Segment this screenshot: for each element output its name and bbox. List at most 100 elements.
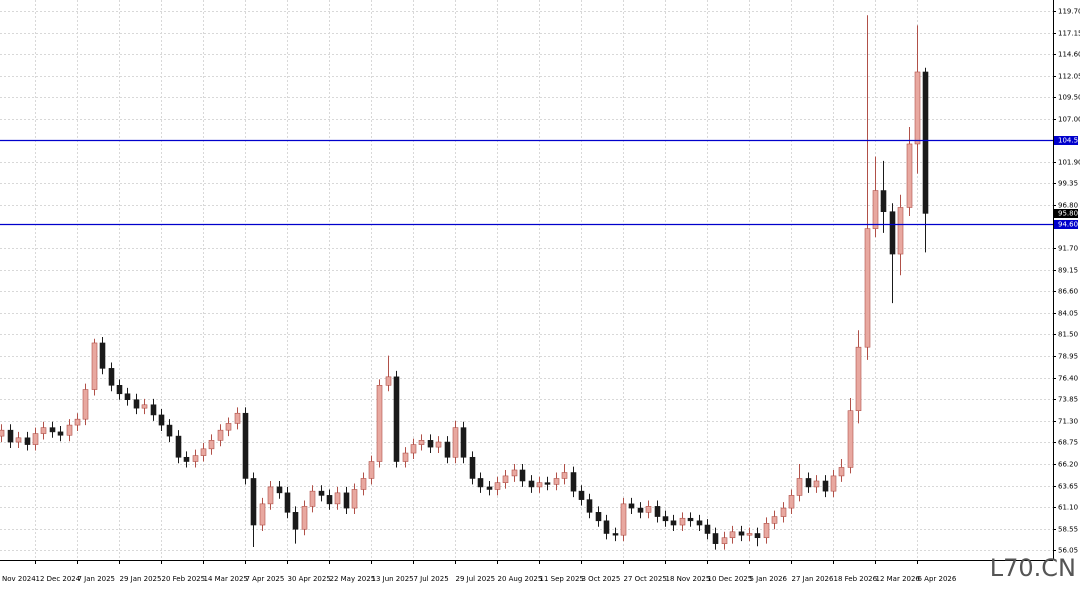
candle-body	[234, 412, 241, 424]
y-tick-label: 73.85	[1058, 396, 1078, 404]
y-tick-label: 86.60	[1058, 288, 1078, 296]
x-tick-label: 14 Mar 2025	[204, 575, 248, 583]
x-tick-label: 18 Feb 2026	[834, 575, 878, 583]
candle-body	[914, 71, 921, 145]
candle-body	[124, 393, 131, 400]
x-tick-label: 20 Feb 2025	[162, 575, 206, 583]
candle-body	[7, 429, 14, 443]
candle-body	[217, 429, 224, 441]
candle-body	[897, 207, 904, 255]
x-tick-label: 27 Jan 2026	[792, 575, 835, 583]
candle-body	[292, 512, 299, 530]
candle-body	[864, 228, 871, 348]
candle-body	[712, 533, 719, 544]
y-tick-label: 84.05	[1058, 310, 1078, 318]
y-tick-label: 91.70	[1058, 245, 1078, 253]
candle-body	[645, 506, 652, 513]
candle-body	[469, 456, 476, 479]
candle-body	[536, 482, 543, 488]
price-tag-label: 94.60	[1058, 221, 1078, 229]
candle-body	[880, 190, 887, 213]
current-price-label: 95.80	[1058, 210, 1078, 218]
price-tag-label: 104.50	[1058, 137, 1080, 145]
candle-body	[637, 507, 644, 513]
y-tick-label: 114.60	[1058, 51, 1080, 59]
y-tick-label: 58.55	[1058, 526, 1078, 534]
candle-body	[763, 523, 770, 539]
x-tick-label: 22 May 2025	[330, 575, 376, 583]
candle-body	[595, 512, 602, 522]
candle-body	[99, 342, 106, 369]
x-tick-label: 5 Jan 2026	[750, 575, 788, 583]
candle-body	[250, 478, 257, 526]
candle-body	[301, 506, 308, 530]
candle-body	[729, 531, 736, 539]
x-tick-label: Nov 2024	[2, 575, 36, 583]
x-tick-label: 18 Nov 2025	[666, 575, 711, 583]
candle-body	[208, 440, 215, 450]
candle-body	[511, 469, 518, 477]
candle-body	[452, 427, 459, 458]
candle-body	[822, 480, 829, 492]
candle-body	[570, 472, 577, 492]
candle-body	[544, 482, 551, 485]
candle-body	[628, 503, 635, 509]
candle-body	[402, 452, 409, 462]
candle-body	[528, 480, 535, 488]
candle-body	[754, 533, 761, 539]
candle-body	[326, 495, 333, 505]
y-tick-label: 61.10	[1058, 504, 1078, 512]
y-tick-label: 81.50	[1058, 331, 1078, 339]
candle-body	[166, 424, 173, 437]
candle-body	[704, 524, 711, 534]
x-tick-label: 12 Mar 2026	[876, 575, 921, 583]
candle-body	[343, 492, 350, 509]
candle-body	[721, 537, 728, 544]
candle-body	[368, 461, 375, 479]
candle-body	[40, 427, 47, 434]
y-tick-label: 101.90	[1058, 159, 1080, 167]
candle-body	[108, 368, 115, 386]
y-tick-label: 112.05	[1058, 73, 1080, 81]
candle-body	[805, 478, 812, 488]
candle-body	[477, 478, 484, 488]
candle-body	[318, 490, 325, 496]
y-tick-label: 109.50	[1058, 94, 1080, 102]
candle-body	[796, 478, 803, 496]
candle-body	[0, 429, 5, 437]
candle-body	[393, 376, 400, 462]
x-tick-label: 7 Jul 2025	[414, 575, 449, 583]
y-tick-label: 96.80	[1058, 202, 1078, 210]
x-tick-label: 29 Jul 2025	[456, 575, 496, 583]
candle-body	[133, 399, 140, 409]
y-tick-label: 56.05	[1058, 547, 1078, 555]
candle-body	[889, 211, 896, 255]
candle-body	[788, 495, 795, 509]
candle-body	[746, 533, 753, 536]
y-tick-label: 117.15	[1058, 30, 1080, 38]
candle-body	[150, 404, 157, 416]
candle-body	[486, 486, 493, 490]
candle-body	[435, 441, 442, 448]
candle-body	[586, 499, 593, 513]
candle-body	[192, 455, 199, 462]
candle-body	[200, 448, 207, 456]
candle-body	[427, 440, 434, 448]
candle-body	[687, 517, 694, 522]
candle-body	[780, 507, 787, 517]
candle-body	[376, 385, 383, 462]
candle-body	[418, 440, 425, 445]
x-tick-label: 7 Apr 2025	[246, 575, 285, 583]
candle-body	[82, 389, 89, 420]
candle-body	[830, 475, 837, 492]
y-tick-label: 63.65	[1058, 483, 1078, 491]
candle-body	[276, 486, 283, 494]
candle-body	[385, 376, 392, 386]
candle-body	[670, 520, 677, 526]
candle-body	[32, 433, 39, 445]
x-tick-label: 27 Oct 2025	[624, 575, 667, 583]
y-tick-label: 68.75	[1058, 439, 1078, 447]
candle-body	[242, 412, 249, 479]
x-tick-label: 20 Aug 2025	[498, 575, 543, 583]
